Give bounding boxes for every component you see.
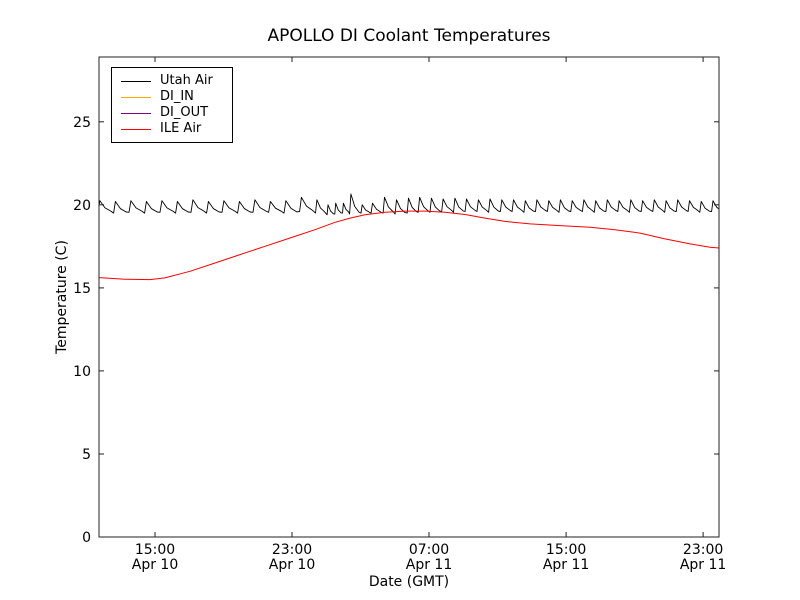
y-tick-label: 10 (73, 364, 91, 380)
x-axis-label: Date (GMT) (368, 574, 450, 590)
legend-item-label: Utah Air (160, 73, 213, 88)
y-tick-label: 25 (73, 115, 91, 131)
legend: Utah Air DI_IN DI_OUT ILE Air (111, 67, 233, 143)
x-tick-label: 15:00 (135, 542, 175, 558)
legend-line-sample (121, 80, 151, 82)
legend-item: ILE Air (121, 121, 228, 137)
x-tick-label: 23:00 (272, 542, 312, 558)
x-tick-label: 23:00 (683, 542, 723, 558)
legend-line-sample (121, 96, 151, 98)
legend-line-sample (121, 112, 151, 114)
legend-line-sample (121, 128, 151, 130)
x-tick-sublabel: Apr 11 (406, 557, 452, 573)
legend-item: DI_OUT (121, 105, 228, 121)
x-tick-sublabel: Apr 10 (269, 557, 315, 573)
y-tick-label: 5 (82, 447, 91, 463)
legend-item-label: DI_OUT (160, 105, 209, 120)
x-tick-sublabel: Apr 11 (680, 557, 726, 573)
x-tick-label: 07:00 (409, 542, 449, 558)
y-tick-label: 0 (82, 530, 91, 546)
axes-frame (98, 56, 720, 538)
series-line-utah-air (99, 193, 719, 216)
y-tick-label: 15 (73, 281, 91, 297)
legend-item-label: DI_IN (160, 89, 194, 104)
chart-title: APOLLO DI Coolant Temperatures (267, 26, 551, 46)
legend-item: Utah Air (121, 73, 228, 89)
x-tick-sublabel: Apr 10 (132, 557, 178, 573)
legend-item-label: ILE Air (160, 121, 202, 136)
legend-item: DI_IN (121, 89, 228, 105)
x-tick-label: 15:00 (546, 542, 586, 558)
x-tick-sublabel: Apr 11 (543, 557, 589, 573)
series-line-ile-air (99, 210, 719, 281)
y-tick-label: 20 (73, 198, 91, 214)
